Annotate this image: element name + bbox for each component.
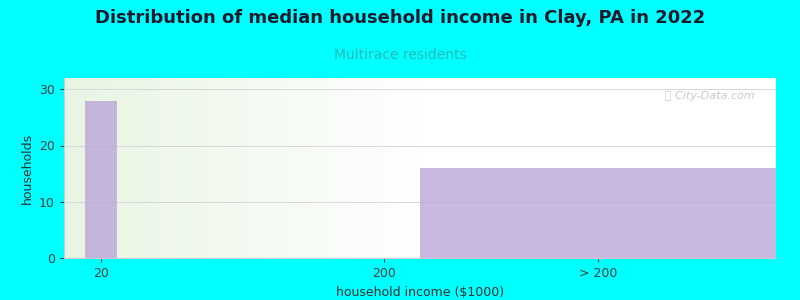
Bar — [86, 100, 118, 258]
X-axis label: household income ($1000): household income ($1000) — [336, 286, 504, 298]
Text: Distribution of median household income in Clay, PA in 2022: Distribution of median household income … — [95, 9, 705, 27]
Bar — [420, 168, 776, 258]
Y-axis label: households: households — [21, 132, 34, 204]
Text: Ⓢ City-Data.com: Ⓢ City-Data.com — [665, 91, 754, 100]
Text: Multirace residents: Multirace residents — [334, 48, 466, 62]
